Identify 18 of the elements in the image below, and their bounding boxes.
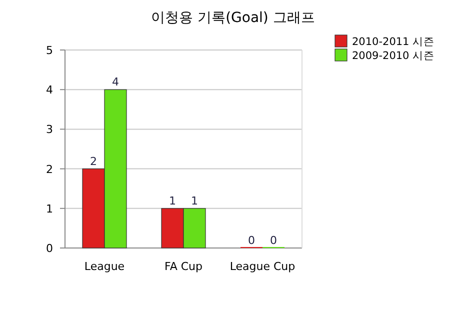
x-tick-label: FA Cup bbox=[164, 260, 202, 273]
y-tick-label: 1 bbox=[46, 202, 53, 216]
data-label: 1 bbox=[191, 194, 198, 208]
chart-title: 이청용 기록(Goal) 그래프 bbox=[151, 10, 315, 26]
y-tick-label: 5 bbox=[46, 44, 53, 57]
y-tick-label: 0 bbox=[46, 242, 53, 255]
y-tick-label: 2 bbox=[46, 162, 53, 176]
data-label: 0 bbox=[248, 234, 255, 247]
legend-label: 2009-2010 시즌 bbox=[352, 50, 435, 62]
legend-label: 2010-2011 시즌 bbox=[352, 36, 435, 48]
y-tick-label: 3 bbox=[46, 123, 53, 136]
x-tick-label: League Cup bbox=[230, 260, 296, 273]
x-tick-label: League bbox=[84, 260, 125, 273]
data-label: 1 bbox=[169, 194, 176, 208]
data-label: 0 bbox=[270, 234, 277, 247]
data-label: 4 bbox=[112, 76, 119, 89]
y-tick-label: 4 bbox=[46, 84, 53, 97]
data-label: 2 bbox=[90, 154, 97, 168]
